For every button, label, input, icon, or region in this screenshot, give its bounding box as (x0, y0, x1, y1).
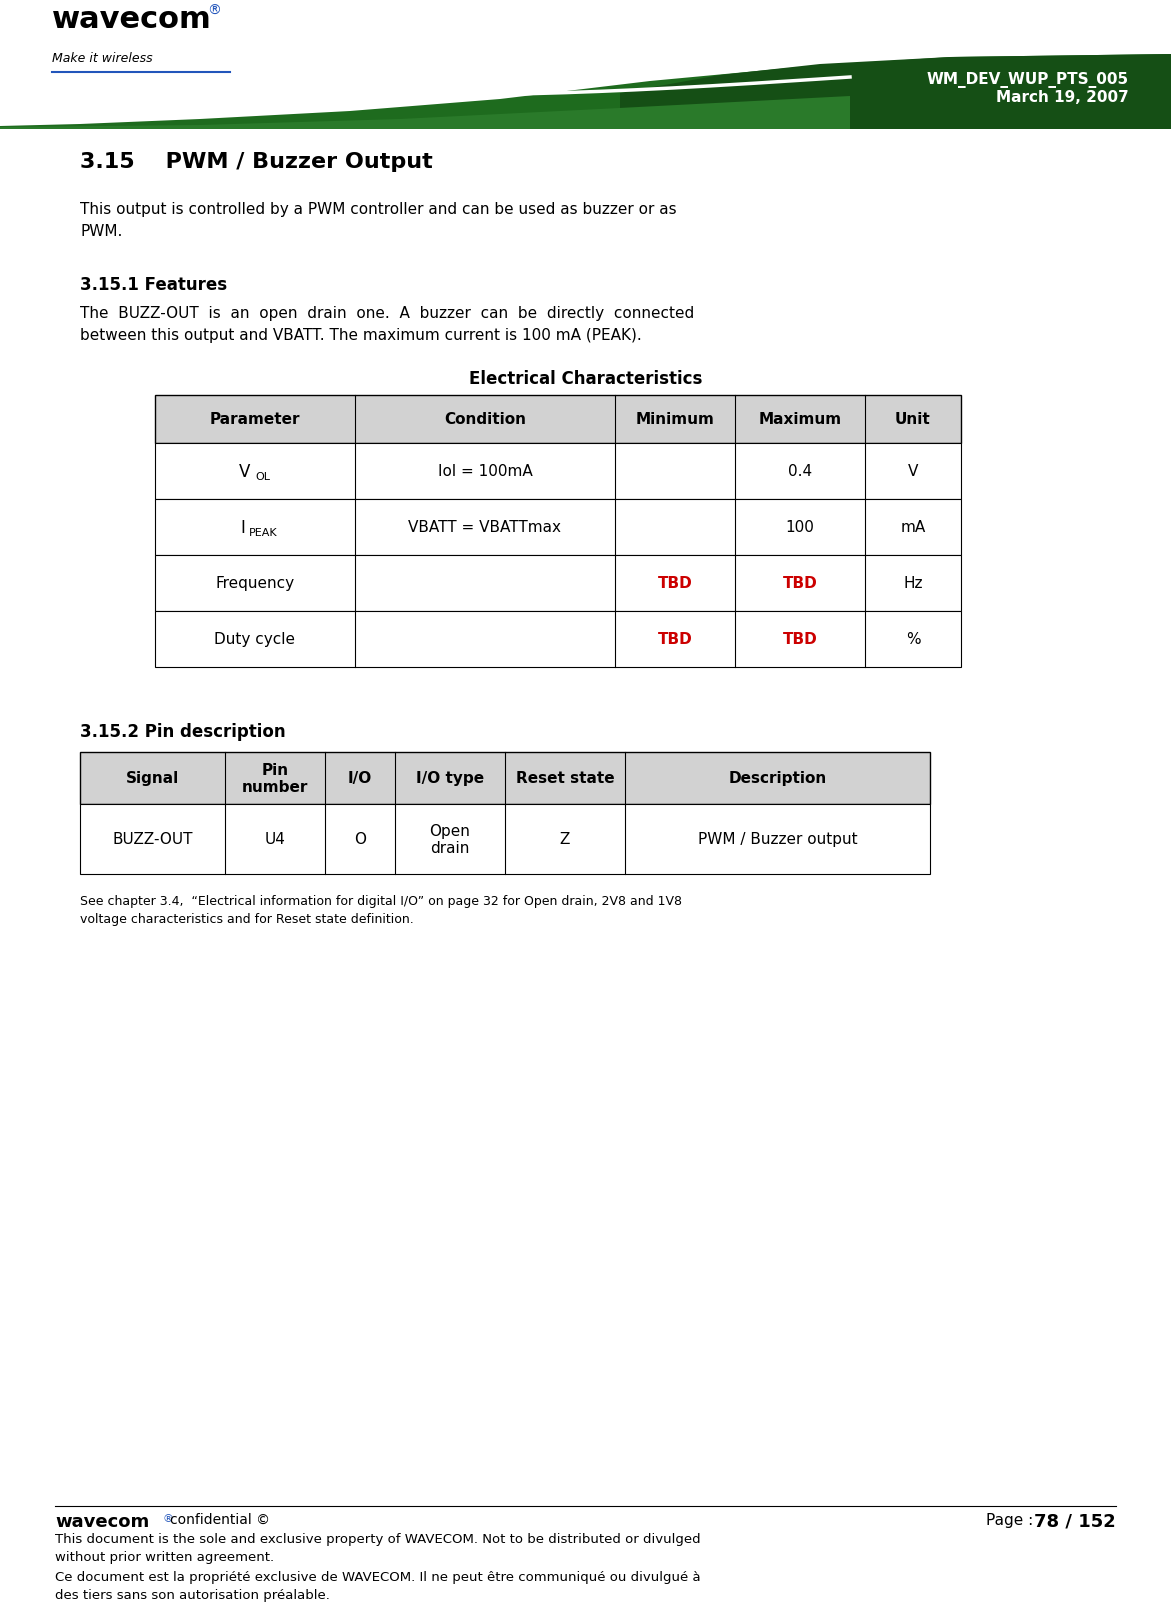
Text: V: V (239, 463, 251, 481)
Text: The  BUZZ-OUT  is  an  open  drain  one.  A  buzzer  can  be  directly  connecte: The BUZZ-OUT is an open drain one. A buz… (80, 305, 694, 321)
Polygon shape (0, 97, 850, 129)
Text: mA: mA (900, 520, 925, 536)
Text: wavecom: wavecom (55, 1512, 149, 1530)
Text: Hz: Hz (903, 576, 923, 591)
Bar (0, 0, 320, 74)
Text: PEAK: PEAK (248, 528, 278, 537)
Text: Z: Z (560, 831, 570, 847)
Text: OL: OL (255, 471, 271, 481)
Text: Signal: Signal (125, 771, 179, 786)
Text: This document is the sole and exclusive property of WAVECOM. Not to be distribut: This document is the sole and exclusive … (55, 1532, 700, 1545)
Text: Condition: Condition (444, 412, 526, 428)
Text: TBD: TBD (782, 576, 817, 591)
Text: des tiers sans son autorisation préalable.: des tiers sans son autorisation préalabl… (55, 1588, 330, 1601)
Text: PWM / Buzzer output: PWM / Buzzer output (698, 831, 857, 847)
Text: 3.15    PWM / Buzzer Output: 3.15 PWM / Buzzer Output (80, 152, 433, 173)
Text: WM_DEV_WUP_PTS_005: WM_DEV_WUP_PTS_005 (927, 73, 1129, 87)
Text: Ce document est la propriété exclusive de WAVECOM. Il ne peut être communiqué ou: Ce document est la propriété exclusive d… (55, 1570, 700, 1583)
Text: Parameter: Parameter (210, 412, 300, 428)
Text: TBD: TBD (658, 633, 692, 647)
Text: Iol = 100mA: Iol = 100mA (438, 465, 533, 479)
Polygon shape (619, 55, 1171, 129)
Bar (155, 555, 961, 612)
Bar (155, 444, 961, 500)
Text: See chapter 3.4,  “Electrical information for digital I/O” on page 32 for Open d: See chapter 3.4, “Electrical information… (80, 894, 682, 907)
Bar (0, 0, 1171, 129)
Text: March 19, 2007: March 19, 2007 (997, 90, 1129, 105)
Text: TBD: TBD (782, 633, 817, 647)
Text: %: % (905, 633, 920, 647)
Polygon shape (0, 55, 1171, 129)
Text: ®: ® (207, 3, 221, 18)
Text: 3.15.1 Features: 3.15.1 Features (80, 276, 227, 294)
Text: Duty cycle: Duty cycle (214, 633, 295, 647)
Text: 3.15.2 Pin description: 3.15.2 Pin description (80, 723, 286, 741)
Bar (155, 612, 961, 668)
Text: between this output and VBATT. The maximum current is 100 mA (PEAK).: between this output and VBATT. The maxim… (80, 328, 642, 342)
Text: 100: 100 (786, 520, 815, 536)
Text: Reset state: Reset state (515, 771, 615, 786)
Text: 0.4: 0.4 (788, 465, 812, 479)
Text: TBD: TBD (658, 576, 692, 591)
Text: Pin
number: Pin number (242, 762, 308, 794)
Bar (80, 804, 930, 875)
Text: Open
drain: Open drain (430, 823, 471, 855)
Text: PWM.: PWM. (80, 224, 123, 239)
Text: VBATT = VBATTmax: VBATT = VBATTmax (409, 520, 562, 536)
Text: Minimum: Minimum (636, 412, 714, 428)
Text: This output is controlled by a PWM controller and can be used as buzzer or as: This output is controlled by a PWM contr… (80, 202, 677, 216)
Text: I/O: I/O (348, 771, 372, 786)
Text: O: O (354, 831, 367, 847)
Text: Page :: Page : (986, 1512, 1038, 1527)
Text: Electrical Characteristics: Electrical Characteristics (468, 370, 703, 387)
Text: I: I (240, 518, 246, 537)
Text: ®: ® (163, 1512, 174, 1524)
Text: Make it wireless: Make it wireless (52, 52, 152, 65)
Text: Description: Description (728, 771, 827, 786)
Text: V: V (908, 465, 918, 479)
Text: without prior written agreement.: without prior written agreement. (55, 1549, 274, 1562)
Text: voltage characteristics and for Reset state definition.: voltage characteristics and for Reset st… (80, 912, 413, 925)
Text: BUZZ-OUT: BUZZ-OUT (112, 831, 193, 847)
Bar (80, 752, 930, 804)
Text: confidential ©: confidential © (170, 1512, 271, 1527)
Text: I/O type: I/O type (416, 771, 484, 786)
Text: U4: U4 (265, 831, 286, 847)
Bar (155, 395, 961, 444)
Text: Frequency: Frequency (215, 576, 295, 591)
Text: Maximum: Maximum (759, 412, 842, 428)
Text: 78 / 152: 78 / 152 (1034, 1512, 1116, 1530)
Bar (155, 500, 961, 555)
Text: Unit: Unit (895, 412, 931, 428)
Text: wavecom: wavecom (52, 5, 212, 34)
